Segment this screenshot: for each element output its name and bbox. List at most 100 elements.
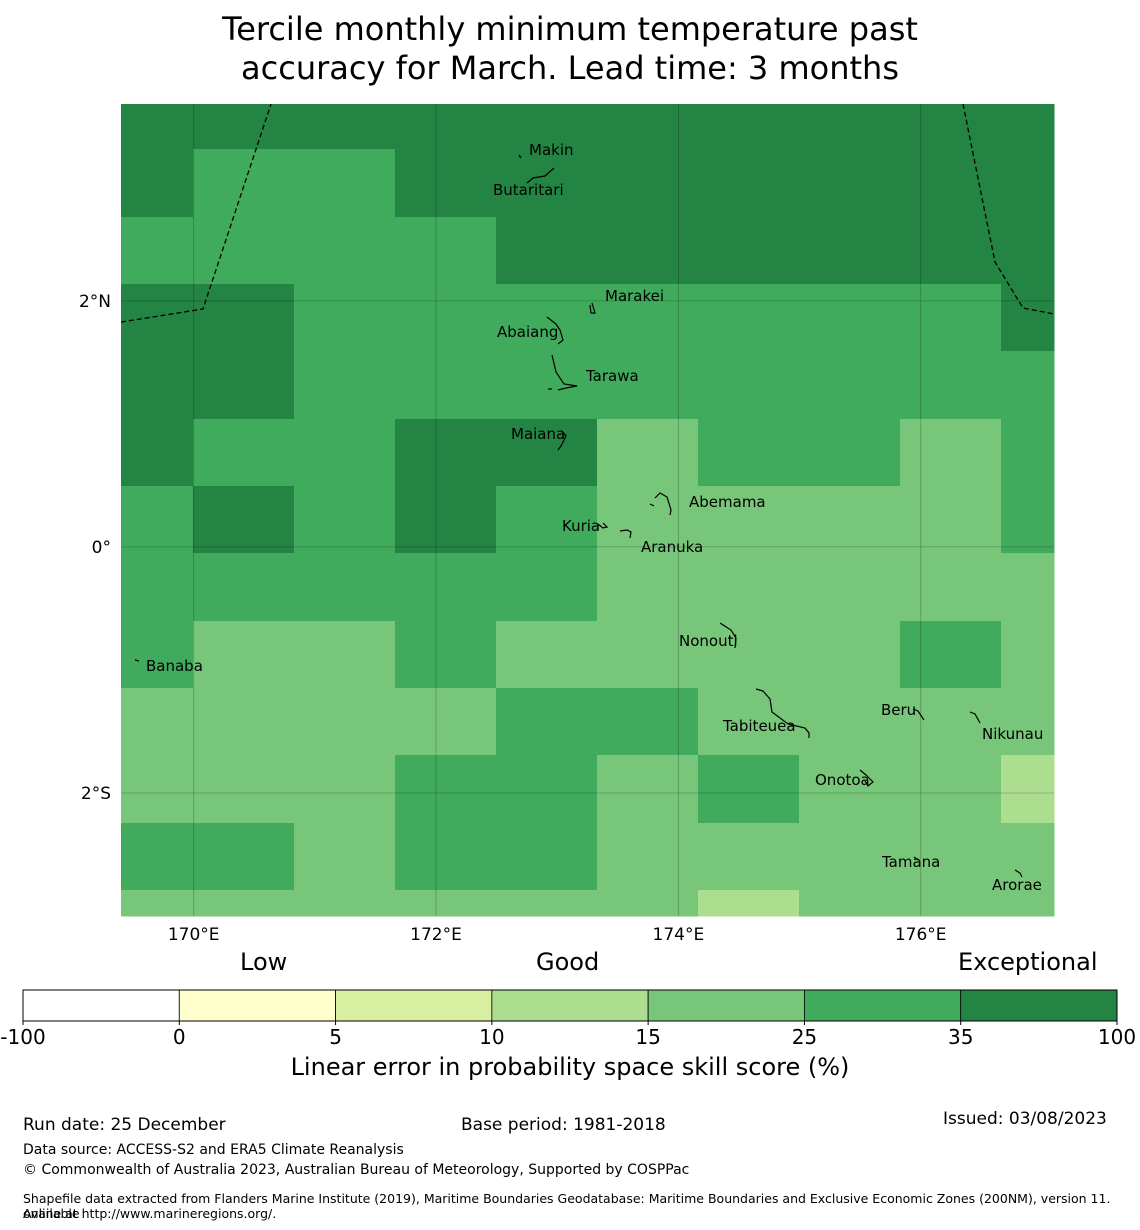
grid-cell — [121, 823, 194, 891]
island-label-abemama: Abemama — [689, 493, 766, 511]
grid-cell — [698, 553, 800, 622]
island-label-makin: Makin — [529, 141, 574, 159]
grid-cell — [799, 284, 901, 352]
grid-cell — [193, 149, 295, 218]
grid-cell — [799, 217, 901, 285]
island-outline — [1014, 869, 1023, 878]
grid-cell — [121, 419, 194, 487]
grid-cell — [698, 284, 800, 352]
grid-cell — [1001, 688, 1055, 756]
colorbar-tick-label: 100 — [1098, 1025, 1136, 1049]
grid-cell — [395, 217, 497, 285]
grid-cell — [496, 688, 598, 756]
lon-tick-label: 176°E — [895, 925, 947, 945]
grid-cell — [294, 755, 396, 824]
lon-tick-label: 170°E — [168, 925, 220, 945]
island-outline — [526, 167, 555, 184]
grid-cell — [799, 688, 901, 756]
grid-cell — [799, 351, 901, 420]
grid-cell — [193, 823, 295, 891]
island-outline — [551, 354, 578, 391]
grid-cell — [698, 621, 800, 689]
grid-cell — [900, 486, 1002, 554]
island-outline — [654, 492, 672, 516]
island-label-beru: Beru — [881, 701, 916, 719]
lat-tick-label: 2°S — [81, 784, 111, 804]
grid-cell — [900, 755, 1002, 824]
grid-cell — [121, 553, 194, 622]
grid-cell — [121, 217, 194, 285]
grid-cell — [900, 351, 1002, 420]
grid-cell — [395, 284, 497, 352]
grid-cell — [799, 890, 901, 917]
island-outline — [134, 659, 140, 662]
island-outline — [557, 430, 567, 451]
island-outline — [597, 522, 609, 529]
colorbar-bin — [804, 989, 962, 1022]
grid-cell — [121, 104, 194, 150]
grid-cell — [597, 284, 699, 352]
grid-cell — [1001, 823, 1055, 891]
island-label-tarawa: Tarawa — [585, 367, 639, 385]
grid-cell — [193, 217, 295, 285]
grid-cell — [395, 823, 497, 891]
grid-cell — [799, 755, 901, 824]
grid-cell — [698, 890, 800, 917]
grid-cell — [496, 621, 598, 689]
grid-cell — [1001, 419, 1055, 487]
island-label-nonouti: Nonouti — [679, 632, 738, 650]
grid-cell — [496, 755, 598, 824]
grid-cell — [121, 284, 194, 352]
eez-boundary-west — [120, 103, 272, 323]
grid-cell — [597, 486, 699, 554]
grid-cell — [799, 419, 901, 487]
grid-cell — [900, 104, 1002, 150]
colorbar-bin — [335, 989, 493, 1022]
eez-boundary-east — [962, 103, 1055, 315]
island-label-nikunau: Nikunau — [982, 725, 1043, 743]
grid-cell — [597, 553, 699, 622]
island-label-marakei: Marakei — [605, 287, 664, 305]
grid-cell — [1001, 486, 1055, 554]
copyright: © Commonwealth of Australia 2023, Austra… — [23, 1162, 690, 1178]
colorbar-tick-label: 35 — [948, 1025, 973, 1049]
island-outline — [755, 688, 810, 738]
grid-cell — [698, 217, 800, 285]
lat-tick-label: 2°N — [79, 292, 111, 312]
grid-cell — [698, 419, 800, 487]
colorbar-label: Linear error in probability space skill … — [290, 1053, 850, 1081]
grid-cell — [597, 217, 699, 285]
category-exceptional-label: Exceptional — [958, 948, 1098, 976]
grid-cell — [799, 823, 901, 891]
island-label-tabiteuea: Tabiteuea — [722, 717, 796, 735]
axis-ticks: 170°E 172°E 174°E 176°E 2°N 0° 2°S — [79, 292, 947, 945]
title-line-2: accuracy for March. Lead time: 3 months — [241, 49, 899, 87]
grid-cell — [698, 351, 800, 420]
grid-cell — [900, 284, 1002, 352]
island-outline — [518, 154, 522, 159]
grid-cell — [496, 104, 598, 150]
grid-cell — [395, 890, 497, 917]
colorbar-frame — [22, 989, 1118, 1022]
island-labels: Makin Butaritari Marakei Abaiang Tarawa Maian… — [146, 141, 1043, 894]
grid-cell — [193, 284, 295, 352]
grid-cell — [900, 419, 1002, 487]
grid-cell — [799, 553, 901, 622]
grid-cell — [395, 621, 497, 689]
grid-cell — [900, 553, 1002, 622]
issued-date: Issued: 03/08/2023 — [943, 1109, 1107, 1129]
island-outlines — [134, 154, 1023, 878]
island-outline — [546, 316, 564, 345]
grid-cell — [496, 486, 598, 554]
grid-cell — [698, 755, 800, 824]
grid-cell — [496, 284, 598, 352]
island-label-aranuka: Aranuka — [641, 538, 703, 556]
grid-cell — [799, 104, 901, 150]
island-label-maiana: Maiana — [511, 425, 565, 443]
grid-cell — [193, 688, 295, 756]
grid-cell — [597, 419, 699, 487]
grid-cell — [294, 621, 396, 689]
grid-cell — [900, 890, 1002, 917]
grid-cell — [1001, 890, 1055, 917]
colorbar-tick-label: 15 — [635, 1025, 660, 1049]
